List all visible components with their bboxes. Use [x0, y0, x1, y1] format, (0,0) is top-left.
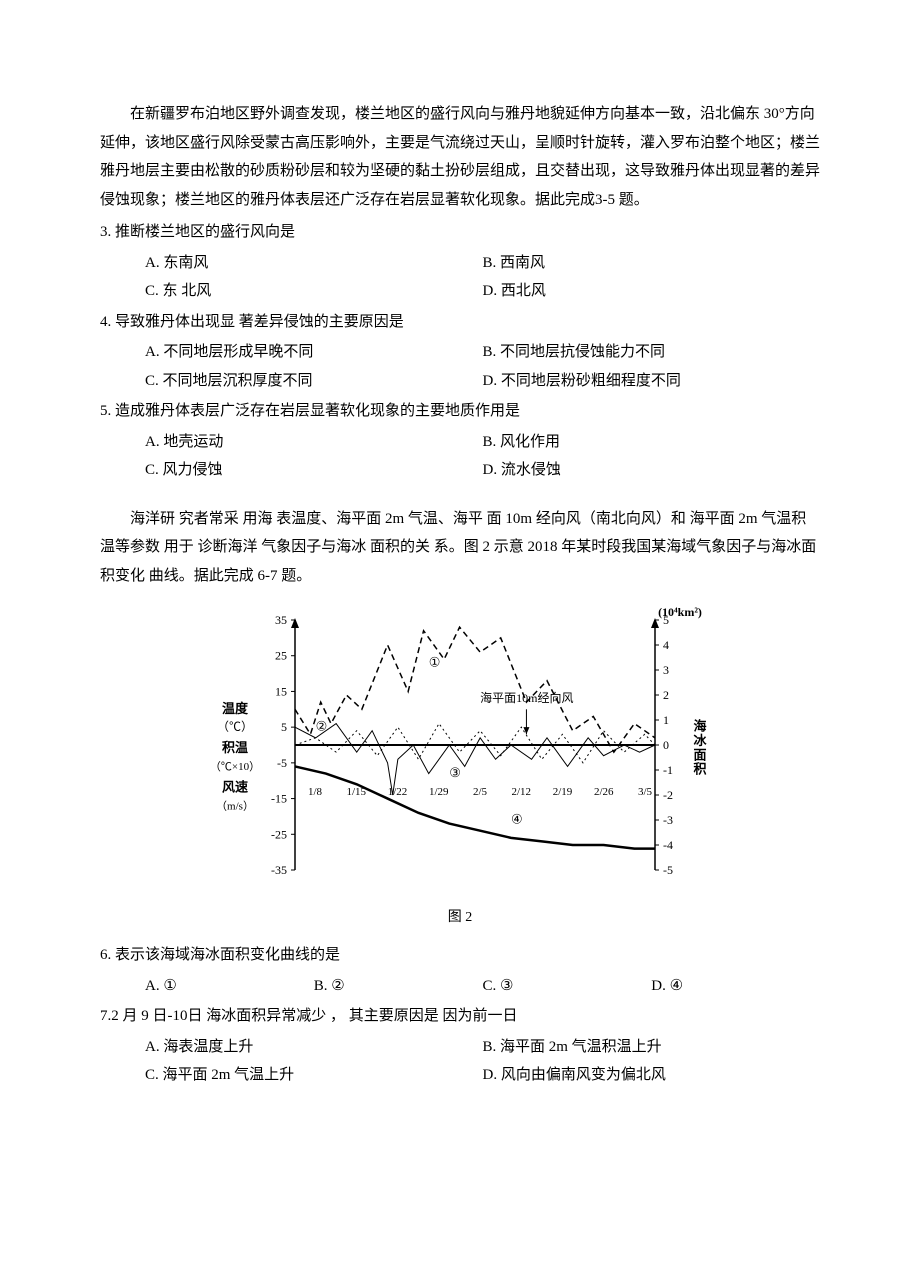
svg-text:15: 15	[275, 684, 287, 698]
q4-option-b: B. 不同地层抗侵蚀能力不同	[483, 338, 821, 367]
passage-2: 海洋研 究者常采 用海 表温度、海平面 2m 气温、海平 面 10m 经向风（南…	[100, 505, 820, 591]
svg-text:③: ③	[449, 765, 461, 780]
q5-options: A. 地壳运动 B. 风化作用 C. 风力侵蚀 D. 流水侵蚀	[100, 428, 820, 485]
q4-option-d: D. 不同地层粉砂粗细程度不同	[483, 367, 821, 396]
svg-text:4: 4	[663, 638, 669, 652]
svg-text:2: 2	[663, 688, 669, 702]
svg-text:（℃×10）: （℃×10）	[210, 760, 260, 773]
q7-option-a: A. 海表温度上升	[145, 1033, 483, 1062]
svg-text:1/8: 1/8	[308, 786, 323, 798]
q7-stem: 7.2 月 9 日-10日 海冰面积异常减少 ， 其主要原因是 因为前一日	[100, 1002, 820, 1031]
svg-text:面: 面	[693, 747, 706, 762]
svg-text:3: 3	[663, 663, 669, 677]
q4-option-c: C. 不同地层沉积厚度不同	[145, 367, 483, 396]
q6-options: A. ① B. ② C. ③ D. ④	[100, 972, 820, 1001]
q3-option-c: C. 东 北风	[145, 277, 483, 306]
svg-text:5: 5	[281, 720, 287, 734]
q3-options: A. 东南风 B. 西南风 C. 东 北风 D. 西北风	[100, 249, 820, 306]
svg-text:①: ①	[429, 654, 441, 669]
passage-1: 在新疆罗布泊地区野外调查发现，楼兰地区的盛行风向与雅丹地貌延伸方向基本一致，沿北…	[100, 100, 820, 214]
svg-text:积: 积	[693, 762, 706, 777]
svg-text:海平面10m经向风: 海平面10m经向风	[480, 690, 573, 705]
svg-text:-3: -3	[663, 813, 673, 827]
svg-text:冰: 冰	[693, 733, 707, 748]
svg-text:2/5: 2/5	[473, 786, 488, 798]
q5-option-d: D. 流水侵蚀	[483, 456, 821, 485]
figure-2: 3525155-5-15-25-35543210-1-2-3-4-51/81/1…	[100, 600, 820, 931]
q6-option-a: A. ①	[145, 972, 314, 1001]
svg-text:（℃）: （℃）	[217, 720, 253, 734]
svg-text:-4: -4	[663, 838, 673, 852]
svg-text:海: 海	[693, 719, 706, 734]
svg-text:④: ④	[511, 812, 523, 827]
q6-option-d: D. ④	[651, 972, 820, 1001]
svg-text:2/19: 2/19	[553, 786, 573, 798]
svg-text:1: 1	[663, 713, 669, 727]
q6-option-b: B. ②	[314, 972, 483, 1001]
q3-option-d: D. 西北风	[483, 277, 821, 306]
svg-text:-15: -15	[271, 792, 287, 806]
q7-option-d: D. 风向由偏南风变为偏北风	[483, 1061, 821, 1090]
svg-text:-2: -2	[663, 788, 673, 802]
svg-text:2/12: 2/12	[511, 786, 531, 798]
svg-text:②: ②	[316, 719, 328, 734]
svg-text:-1: -1	[663, 763, 673, 777]
q6-option-c: C. ③	[483, 972, 652, 1001]
q6-stem: 6. 表示该海域海冰面积变化曲线的是	[100, 941, 820, 970]
svg-text:3/5: 3/5	[638, 786, 653, 798]
svg-text:2/26: 2/26	[594, 786, 614, 798]
svg-text:-5: -5	[663, 863, 673, 877]
q5-option-c: C. 风力侵蚀	[145, 456, 483, 485]
svg-text:25: 25	[275, 649, 287, 663]
svg-text:-5: -5	[277, 756, 287, 770]
svg-text:1/22: 1/22	[388, 786, 408, 798]
q7-option-c: C. 海平面 2m 气温上升	[145, 1061, 483, 1090]
q3-option-a: A. 东南风	[145, 249, 483, 278]
svg-text:风速: 风速	[222, 779, 248, 794]
q7-options: A. 海表温度上升 B. 海平面 2m 气温积温上升 C. 海平面 2m 气温上…	[100, 1033, 820, 1090]
svg-text:温度: 温度	[222, 701, 249, 716]
q3-option-b: B. 西南风	[483, 249, 821, 278]
svg-text:(10⁴km²): (10⁴km²)	[658, 605, 702, 619]
chart-caption: 图 2	[100, 905, 820, 932]
chart-svg: 3525155-5-15-25-35543210-1-2-3-4-51/81/1…	[180, 600, 740, 890]
svg-text:1/29: 1/29	[429, 786, 449, 798]
svg-text:（m/s）: （m/s）	[216, 799, 254, 812]
svg-text:35: 35	[275, 613, 287, 627]
q4-options: A. 不同地层形成早晚不同 B. 不同地层抗侵蚀能力不同 C. 不同地层沉积厚度…	[100, 338, 820, 395]
svg-text:-25: -25	[271, 827, 287, 841]
svg-text:积温: 积温	[222, 740, 248, 755]
svg-text:-35: -35	[271, 863, 287, 877]
q5-option-b: B. 风化作用	[483, 428, 821, 457]
q4-option-a: A. 不同地层形成早晚不同	[145, 338, 483, 367]
q4-stem: 4. 导致雅丹体出现显 著差异侵蚀的主要原因是	[100, 308, 820, 337]
svg-text:0: 0	[663, 738, 669, 752]
q3-stem: 3. 推断楼兰地区的盛行风向是	[100, 218, 820, 247]
q7-option-b: B. 海平面 2m 气温积温上升	[483, 1033, 821, 1062]
q5-option-a: A. 地壳运动	[145, 428, 483, 457]
q5-stem: 5. 造成雅丹体表层广泛存在岩层显著软化现象的主要地质作用是	[100, 397, 820, 426]
